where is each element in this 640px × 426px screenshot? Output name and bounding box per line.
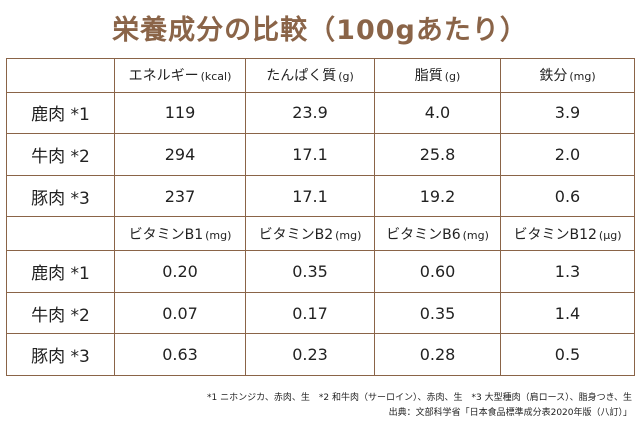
- table-header-row-vitamins: ビタミンB1 (mg) ビタミンB2 (mg) ビタミンB6 (mg) ビタミンB12…: [6, 216, 635, 252]
- row-label-venison: 鹿肉 *1: [6, 250, 115, 293]
- table-cell: 0.07: [114, 291, 246, 335]
- table-cell: 0.28: [374, 333, 501, 376]
- table-row-venison: 鹿肉 *1 119 23.9 4.0 3.9: [6, 91, 635, 135]
- row-label-venison: 鹿肉 *1: [6, 91, 115, 135]
- table-cell: 2.0: [500, 133, 635, 176]
- page-title: 栄養成分の比較（100gあたり）: [112, 15, 528, 46]
- table-cell: 0.6: [500, 174, 635, 218]
- row-label-pork: 豚肉 *3: [6, 174, 115, 218]
- table-cell: 0.63: [114, 333, 246, 376]
- table-cell: 4.0: [374, 91, 501, 135]
- table-cell: 19.2: [374, 174, 501, 218]
- table-cell: 25.8: [374, 133, 501, 176]
- row-label-beef: 牛肉 *2: [6, 291, 115, 335]
- column-header-iron: 鉄分 (mg): [500, 58, 635, 93]
- footnote-meat-definitions: *1 ニホンジカ、赤肉、生 *2 和牛肉（サーロイン）、赤肉、生 *3 大型種肉…: [206, 393, 632, 403]
- table-row-venison-vitamins: 鹿肉 *1 0.20 0.35 0.60 1.3: [6, 250, 635, 293]
- column-header-vitamin-b12: ビタミンB12 (μg): [500, 216, 635, 252]
- table-cell: 0.60: [374, 250, 501, 293]
- column-header-vitamin-b1: ビタミンB1 (mg): [114, 216, 246, 252]
- column-header-fat: 脂質 (g): [374, 58, 501, 93]
- table-cell: 1.3: [500, 250, 635, 293]
- table-header-row: エネルギー (kcal) たんぱく質 (g) 脂質 (g) 鉄分 (mg): [6, 58, 635, 93]
- row-label-beef: 牛肉 *2: [6, 133, 115, 176]
- table-cell: 119: [114, 91, 246, 135]
- table-cell: 0.5: [500, 333, 635, 376]
- table-cell: 23.9: [245, 91, 375, 135]
- table-cell: 0.35: [245, 250, 375, 293]
- table-cell: 294: [114, 133, 246, 176]
- table-cell: 3.9: [500, 91, 635, 135]
- table-row-pork-vitamins: 豚肉 *3 0.63 0.23 0.28 0.5: [6, 333, 635, 376]
- column-header-vitamin-b2: ビタミンB2 (mg): [245, 216, 375, 252]
- table-cell: 17.1: [245, 174, 375, 218]
- column-header-protein: たんぱく質 (g): [245, 58, 375, 93]
- table-cell: 0.35: [374, 291, 501, 335]
- table-cell: 0.20: [114, 250, 246, 293]
- column-header-energy: エネルギー (kcal): [114, 58, 246, 93]
- row-label-pork: 豚肉 *3: [6, 333, 115, 376]
- table-row-beef-vitamins: 牛肉 *2 0.07 0.17 0.35 1.4: [6, 291, 635, 335]
- table-corner-cell: [6, 58, 115, 93]
- column-header-vitamin-b6: ビタミンB6 (mg): [374, 216, 501, 252]
- table-cell: 0.17: [245, 291, 375, 335]
- table-cell: 0.23: [245, 333, 375, 376]
- table-cell: 237: [114, 174, 246, 218]
- table-row-beef: 牛肉 *2 294 17.1 25.8 2.0: [6, 133, 635, 176]
- table-cell: 17.1: [245, 133, 375, 176]
- table-cell: 1.4: [500, 291, 635, 335]
- table-corner-cell: [6, 216, 115, 252]
- footnote-source: 出典：文部科学省「日本食品標準成分表2020年版（八訂）」: [388, 408, 632, 418]
- nutrition-table: エネルギー (kcal) たんぱく質 (g) 脂質 (g) 鉄分 (mg) 鹿肉 *1 …: [6, 58, 635, 376]
- table-row-pork: 豚肉 *3 237 17.1 19.2 0.6: [6, 174, 635, 218]
